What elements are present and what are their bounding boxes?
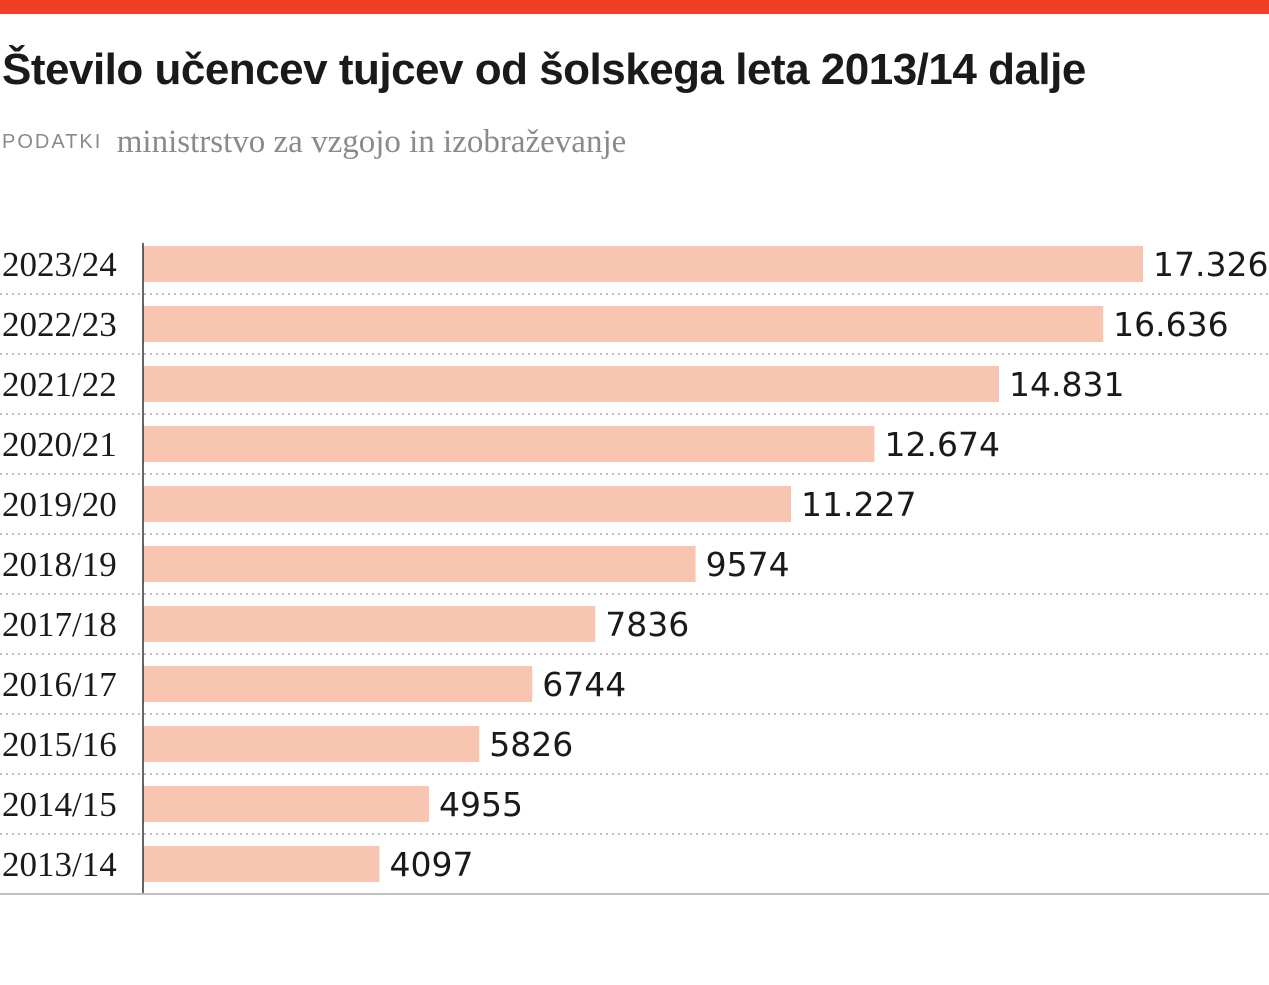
bar — [143, 546, 696, 582]
value-label: 6744 — [542, 665, 626, 704]
value-label: 11.227 — [801, 485, 916, 524]
value-label: 9574 — [706, 545, 790, 584]
source-text: ministrstvo za vzgojo in izobraževanje — [116, 124, 627, 160]
bar — [143, 846, 380, 882]
value-label: 4955 — [439, 785, 523, 824]
category-label: 2018/19 — [2, 545, 117, 584]
category-label: 2021/22 — [2, 365, 117, 404]
chart-title: Število učencev tujcev od šolskega leta … — [2, 45, 1086, 94]
source-label: PODATKI — [2, 131, 103, 153]
category-label: 2013/14 — [2, 845, 117, 884]
value-label: 14.831 — [1009, 365, 1124, 404]
bar — [143, 426, 875, 462]
bar — [143, 726, 480, 762]
category-label: 2014/15 — [2, 785, 117, 824]
value-label: 12.674 — [885, 425, 1000, 464]
bar — [143, 786, 429, 822]
source-line: PODATKI ministrstvo za vzgojo in izobraž… — [2, 122, 626, 162]
value-label: 16.636 — [1113, 305, 1228, 344]
value-label: 5826 — [489, 725, 573, 764]
bar — [143, 486, 791, 522]
category-label: 2023/24 — [2, 245, 117, 284]
bar — [143, 606, 596, 642]
bar — [143, 666, 533, 702]
value-label: 4097 — [389, 845, 473, 884]
category-label: 2015/16 — [2, 725, 117, 764]
value-label: 7836 — [605, 605, 689, 644]
category-label: 2020/21 — [2, 425, 117, 464]
category-label: 2022/23 — [2, 305, 117, 344]
category-label: 2017/18 — [2, 605, 117, 644]
bar — [143, 306, 1104, 342]
value-label: 17.326 — [1153, 245, 1268, 284]
top-accent-bar — [0, 0, 1269, 14]
category-label: 2016/17 — [2, 665, 117, 704]
bar — [143, 246, 1143, 282]
category-label: 2019/20 — [2, 485, 117, 524]
bar — [143, 366, 999, 402]
